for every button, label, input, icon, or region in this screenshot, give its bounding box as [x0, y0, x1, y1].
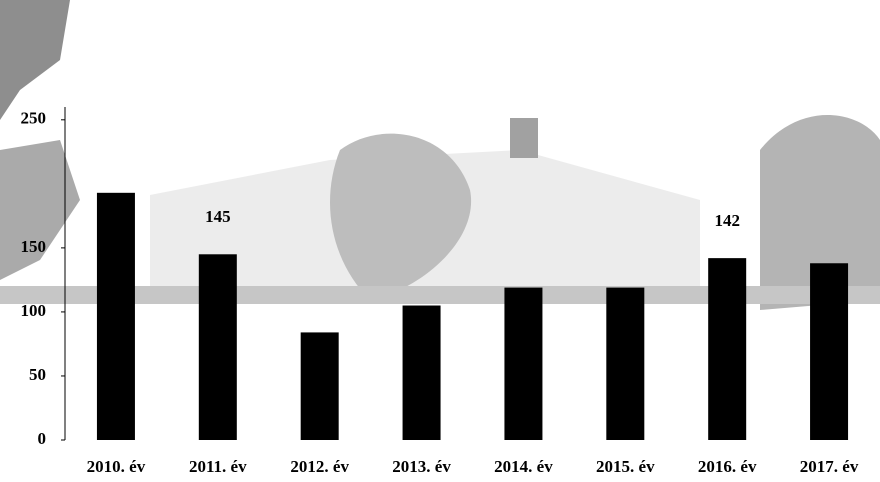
bar [198, 254, 237, 440]
data-label: 142 [714, 211, 740, 230]
x-tick-label: 2015. év [596, 457, 655, 476]
bar [708, 258, 747, 440]
x-tick-label: 2017. év [800, 457, 859, 476]
y-tick-label: 50 [29, 365, 46, 384]
y-tick-label: 0 [38, 429, 47, 448]
x-tick-label: 2013. év [392, 457, 451, 476]
bar [504, 287, 543, 440]
x-tick-label: 2016. év [698, 457, 757, 476]
x-tick-label: 2012. év [290, 457, 349, 476]
y-tick-label: 250 [21, 109, 47, 128]
bar [96, 192, 135, 440]
x-tick-label: 2014. év [494, 457, 553, 476]
bar [606, 287, 645, 440]
bar [810, 263, 849, 440]
bar [402, 305, 441, 440]
y-tick-label: 150 [21, 237, 47, 256]
x-tick-label: 2010. év [87, 457, 146, 476]
x-tick-label: 2011. év [189, 457, 247, 476]
bar [300, 332, 339, 440]
data-label: 145 [205, 207, 231, 226]
y-tick-label: 100 [21, 301, 47, 320]
